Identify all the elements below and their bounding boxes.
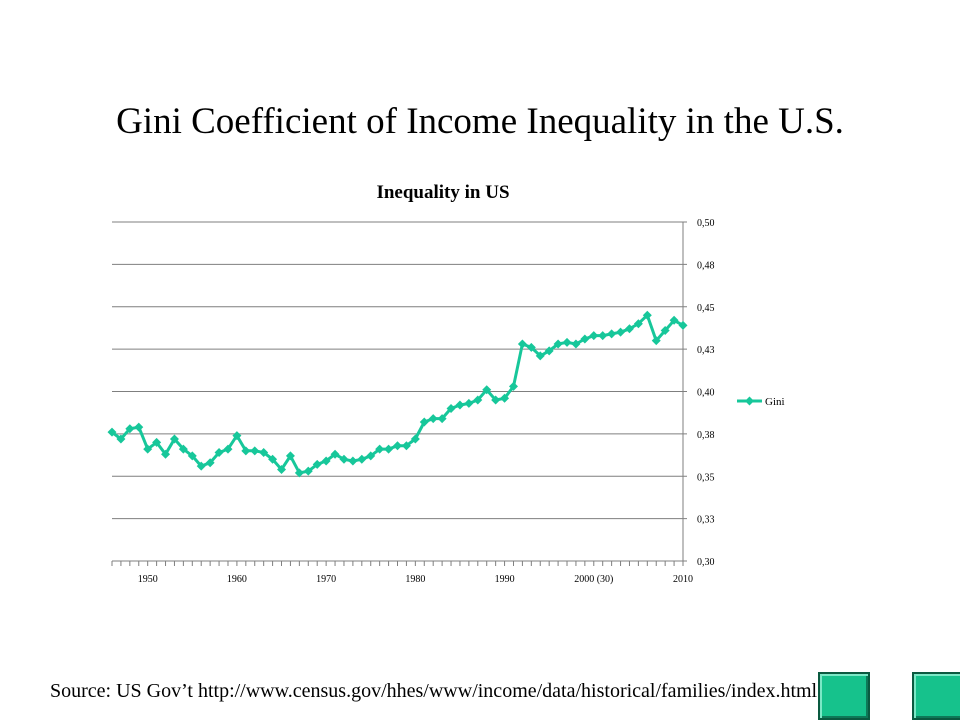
data-point	[321, 456, 331, 466]
slide-title: Gini Coefficient of Income Inequality in…	[116, 101, 844, 142]
data-point	[214, 448, 224, 458]
data-point	[401, 441, 411, 451]
data-point	[107, 427, 117, 437]
data-point	[410, 434, 420, 444]
legend-label-gini: Gini	[765, 396, 785, 408]
data-point	[143, 444, 153, 454]
x-tick-label: 1950	[138, 574, 158, 585]
data-point	[250, 446, 260, 456]
series-gini	[107, 310, 688, 478]
data-point	[607, 329, 617, 339]
data-point	[134, 422, 144, 432]
data-point	[500, 393, 510, 403]
data-point	[187, 451, 197, 461]
data-point	[205, 458, 215, 468]
data-point	[633, 319, 643, 329]
data-point	[669, 315, 679, 325]
data-point	[161, 449, 171, 459]
data-point	[544, 346, 554, 356]
chart-title: Inequality in US	[376, 182, 510, 203]
data-point	[294, 468, 304, 478]
x-tick-label: 1970	[316, 574, 336, 585]
y-tick-label: 0,45	[697, 303, 715, 314]
y-tick-label: 0,48	[697, 260, 715, 271]
data-point	[651, 336, 661, 346]
next-slide-button[interactable]	[912, 672, 960, 720]
y-tick-label: 0,43	[697, 345, 715, 356]
data-point	[553, 339, 563, 349]
data-point	[508, 381, 518, 391]
y-tick-label: 0,35	[697, 472, 715, 483]
x-tick-label: 1960	[227, 574, 247, 585]
data-point	[598, 331, 608, 341]
previous-slide-button[interactable]	[818, 672, 870, 720]
data-point	[303, 466, 313, 476]
x-tick-label: 1990	[495, 574, 515, 585]
x-tick-label: 1980	[405, 574, 425, 585]
data-point	[580, 334, 590, 344]
y-tick-label: 0,38	[697, 430, 715, 441]
gridlines	[112, 221, 683, 562]
data-point	[455, 400, 465, 410]
data-point	[196, 461, 206, 471]
data-point	[339, 454, 349, 464]
data-point	[393, 441, 402, 451]
axes: 0,30 0,33 0,35 0,38 0,40 0,43 0,45 0,48 0,50 1950…	[111, 218, 715, 585]
y-tick-label: 0,40	[697, 388, 715, 399]
data-point	[616, 327, 626, 337]
data-point	[517, 339, 527, 349]
source-citation: Source: US Gov’t http://www.census.gov/h…	[50, 680, 818, 702]
data-point	[562, 337, 572, 347]
data-point	[571, 339, 581, 349]
data-point	[419, 417, 429, 427]
data-point	[660, 325, 670, 335]
y-tick-label: 0,50	[697, 218, 715, 229]
data-point	[169, 434, 179, 444]
y-tick-label: 0,33	[697, 515, 715, 526]
data-point	[312, 459, 322, 469]
x-tick-label: 2000 (30)	[574, 574, 613, 585]
data-point	[232, 431, 242, 441]
data-point	[268, 454, 278, 464]
data-point	[375, 444, 385, 454]
data-point	[241, 446, 251, 456]
data-point	[178, 444, 188, 454]
data-point	[366, 451, 376, 461]
data-point	[642, 310, 652, 320]
data-point	[384, 444, 394, 454]
legend-marker	[745, 396, 754, 406]
data-point	[491, 395, 501, 405]
data-point	[526, 342, 536, 352]
data-point	[125, 424, 135, 434]
data-point	[624, 324, 634, 334]
data-point	[482, 385, 492, 395]
data-point	[330, 449, 340, 459]
data-point	[259, 448, 269, 458]
data-point	[464, 398, 474, 408]
y-tick-label: 0,30	[697, 557, 715, 568]
data-point	[277, 464, 287, 474]
data-point	[437, 414, 447, 424]
data-point	[446, 403, 456, 413]
data-point	[535, 351, 545, 361]
data-point	[348, 456, 358, 466]
data-point	[428, 414, 438, 424]
data-point	[223, 444, 233, 454]
x-tick-label: 2010	[673, 574, 693, 585]
data-point	[116, 434, 126, 444]
data-point	[285, 451, 295, 461]
data-point	[152, 437, 162, 447]
data-point	[678, 320, 688, 330]
data-point	[589, 331, 599, 341]
data-point	[357, 454, 367, 464]
data-point	[473, 395, 483, 405]
legend: Gini	[737, 396, 785, 408]
